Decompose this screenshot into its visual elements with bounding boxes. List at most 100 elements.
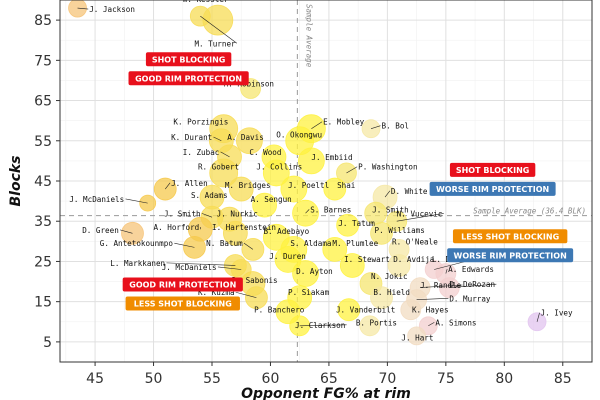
leader-line	[201, 213, 213, 218]
point-label: A. Edwards	[448, 265, 494, 274]
bubble	[236, 127, 263, 155]
bubble	[68, 0, 87, 18]
x-tick-label: 65	[320, 371, 338, 387]
point-label: J. Jackson	[89, 5, 135, 14]
leader-line	[305, 209, 310, 214]
point-label: J. Tatum	[338, 219, 375, 228]
y-tick-label: 15	[34, 295, 52, 311]
point-label: J. Hart	[401, 334, 433, 343]
leader-line	[416, 297, 449, 300]
point-label: B. Adebayo	[263, 227, 309, 236]
point-label: R. Gobert	[198, 163, 239, 172]
bubble	[297, 147, 325, 175]
leader-lines	[77, 7, 540, 327]
bubble	[359, 315, 381, 337]
quadrant-badge	[122, 277, 243, 292]
point-label: P. Siakam	[288, 288, 330, 297]
point-label: S. Aldama	[290, 239, 331, 248]
point-label: A. Sengun	[251, 195, 292, 204]
quadrant-badge	[128, 71, 249, 86]
y-axis-title: Blocks	[8, 155, 24, 206]
point-label: J. Duren	[269, 252, 306, 261]
y-tick-label: 55	[34, 134, 52, 150]
point-label: I. Zubac	[183, 148, 220, 157]
point-label: A. Horford	[154, 223, 200, 232]
point-label: E. Mobley	[323, 118, 365, 127]
quadrant-badge-text: GOOD RIM PROTECTION	[135, 74, 242, 83]
leader-line	[213, 136, 222, 142]
point-label: I. Stewart	[344, 255, 390, 264]
point-label: A. Davis	[227, 133, 264, 142]
point-label: N. Vucevic	[397, 209, 443, 218]
point-label: I. Hartenstein	[212, 223, 276, 232]
x-tick-label: 50	[145, 371, 163, 387]
point-label: K. Durant	[171, 133, 212, 142]
point-label: J. Randle	[420, 281, 462, 290]
leader-line	[164, 182, 171, 190]
point-label: W. Kessler	[183, 0, 229, 4]
quadrant-badge	[447, 248, 574, 263]
quadrant-badge	[125, 296, 240, 311]
y-tick-label: 35	[34, 214, 52, 230]
point-label: J. Clarkson	[295, 321, 345, 330]
point-label: D. White	[391, 187, 428, 196]
point-labels: J. Jackson W. Kessler M. Turner M. Robinson…	[69, 0, 573, 343]
point-label: B. Hield	[373, 288, 410, 297]
point-label: K. Kuzma	[198, 288, 235, 297]
point-label: J. Smith	[164, 209, 201, 218]
point-label: Shai	[337, 181, 356, 190]
leader-line	[384, 190, 391, 198]
bubble	[252, 192, 278, 218]
point-label: G. Antetokounmpo	[100, 239, 174, 248]
point-label: J. Embiid	[311, 153, 352, 162]
point-label: D. Green	[82, 226, 119, 235]
point-label: J. Vanderbilt	[336, 306, 395, 315]
point-label: P. Williams	[375, 226, 425, 235]
leader-line	[125, 198, 148, 204]
x-tick-label: 45	[86, 371, 104, 387]
point-label: C. Wood	[249, 148, 281, 157]
quadrant-badge	[449, 162, 536, 177]
point-label: S. Adams	[191, 191, 228, 200]
point-label: R. O'Neale	[392, 238, 438, 247]
point-label: J. Smith	[372, 205, 409, 214]
leader-line	[220, 151, 230, 158]
y-tick-label: 25	[34, 254, 52, 270]
point-label: J. McDaniels	[162, 263, 217, 272]
bubble	[222, 220, 248, 246]
point-label: L. Markkanen	[110, 259, 165, 268]
leader-line	[445, 268, 448, 274]
bubble	[262, 159, 290, 187]
point-label: K. Porzingis	[173, 118, 228, 127]
point-label: M. Robinson	[224, 79, 274, 88]
y-tick-label: 75	[34, 53, 52, 69]
bubble	[292, 260, 319, 287]
leader-line	[370, 125, 381, 129]
point-label: D. Avdija	[393, 255, 434, 264]
leader-line	[166, 262, 236, 266]
point-label: O. Okongwu	[276, 131, 322, 140]
point-label: M. Turner	[194, 39, 236, 48]
y-tick-label: 65	[34, 94, 52, 110]
point-label: A. Simons	[435, 318, 476, 327]
quadrant-badge	[452, 229, 568, 244]
point-label: M. Bridges	[225, 181, 271, 190]
leader-line	[299, 324, 347, 327]
point-label: J. Ivey	[541, 309, 573, 318]
quadrant-badge-text: LESS SHOT BLOCKING	[134, 300, 232, 309]
leader-line	[396, 213, 444, 222]
x-tick-label: 60	[262, 371, 280, 387]
leader-line	[311, 121, 323, 129]
bubble	[370, 286, 393, 310]
bubble	[407, 326, 427, 346]
leader-line	[235, 291, 257, 298]
bubble	[228, 176, 254, 202]
leader-line	[77, 7, 89, 10]
y-tick-label: 45	[34, 174, 52, 190]
y-tick-label: 5	[43, 335, 52, 351]
leader-line	[200, 15, 238, 44]
leader-line	[449, 283, 497, 288]
leader-line	[420, 284, 463, 288]
x-tick-label: 70	[378, 371, 396, 387]
